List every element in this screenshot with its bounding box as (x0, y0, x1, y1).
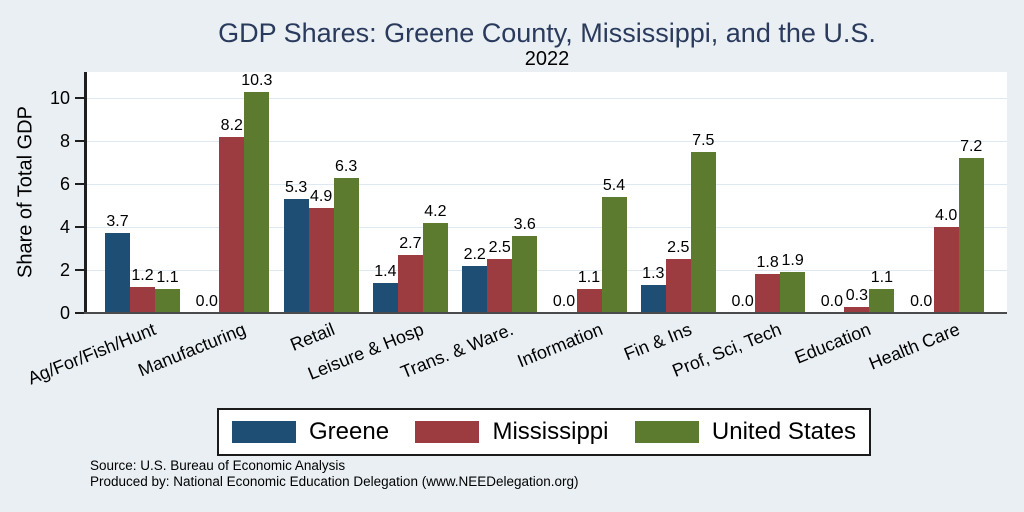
bar-mississippi (308, 208, 334, 313)
bar-value-label: 1.8 (756, 254, 779, 271)
y-tick (75, 312, 84, 314)
bar-value-label: 2.5 (488, 239, 511, 256)
gridline (87, 226, 1007, 228)
y-tick (75, 269, 84, 271)
gridline (87, 97, 1007, 99)
x-axis-label: Education (791, 319, 874, 368)
bar-greene (105, 233, 130, 313)
bar-value-label: 8.2 (220, 117, 243, 134)
bar-value-label: 1.1 (870, 269, 894, 286)
x-axis-label: Health Care (866, 319, 963, 374)
legend-label: United States (711, 418, 856, 445)
bar-value-label: 1.1 (577, 269, 601, 286)
x-axis-label: Leisure & Hosp (305, 319, 427, 384)
bar-mississippi (487, 259, 513, 313)
bar-united-states (333, 178, 359, 313)
bar-value-label: 1.9 (781, 252, 804, 269)
bar-value-label: 6.3 (334, 158, 358, 175)
legend-item: Mississippi (415, 419, 608, 445)
bar-value-label: 1.2 (131, 267, 154, 284)
bar-value-label: 4.2 (424, 203, 447, 220)
bar-united-states (869, 289, 895, 313)
bar-united-states (958, 158, 984, 313)
source-line: Source: U.S. Bureau of Economic Analysis (90, 458, 346, 473)
bar-mississippi (665, 259, 691, 313)
plot-area: 3.7 0.0 5.3 1.4 2.2 0.0 1.3 0.0 0.0 0.0 1.2 8.2 4.9 2… (87, 72, 1007, 313)
bar-united-states (244, 92, 270, 313)
bar-value-label: 1.1 (156, 269, 179, 286)
bar-mississippi (933, 227, 959, 313)
y-tick (75, 97, 84, 99)
bar-united-states (155, 289, 180, 313)
gridline (87, 183, 1007, 185)
gridline (87, 269, 1007, 271)
bar-value-label: 0.0 (195, 293, 218, 310)
bar-greene (283, 199, 309, 313)
gridline (87, 140, 1007, 142)
bar-value-label: 0.0 (552, 293, 576, 310)
x-axis-label: Manufacturing (135, 319, 249, 381)
bar-mississippi (397, 255, 423, 313)
bar-value-label: 2.2 (463, 246, 486, 263)
y-axis-line (84, 72, 87, 314)
x-axis-line (84, 311, 1007, 314)
bar-united-states (690, 152, 716, 313)
bar-united-states (422, 223, 448, 313)
legend-label: Mississippi (492, 418, 609, 445)
y-tick (75, 226, 84, 228)
bar-value-label: 0.3 (845, 287, 869, 304)
chart-subtitle: 2022 (524, 48, 570, 70)
bar-united-states (780, 272, 806, 313)
bar-value-label: 7.5 (692, 132, 715, 149)
y-tick (75, 183, 84, 185)
bar-mississippi (755, 274, 781, 313)
bar-mississippi (844, 307, 870, 313)
bar-greene (372, 283, 398, 313)
x-axis-label: Fin & Ins (621, 319, 695, 365)
bar-value-label: 0.0 (731, 293, 754, 310)
x-axis-label: Ag/For/Fish/Hunt (25, 319, 159, 389)
bar-united-states (601, 197, 627, 313)
bar-value-label: 5.3 (284, 179, 308, 196)
legend: Greene Mississippi United States (217, 408, 871, 456)
bar-value-label: 1.4 (374, 263, 397, 280)
bar-mississippi (130, 287, 155, 313)
bar-value-label: 0.0 (910, 293, 933, 310)
bar-value-label: 4.9 (309, 188, 333, 205)
x-axis-label: Trans. & Ware. (397, 319, 517, 383)
chart-title: GDP Shares: Greene County, Mississippi, … (218, 18, 876, 48)
y-axis-title: Share of Total GDP (14, 106, 37, 279)
bar-greene (462, 266, 488, 313)
bar-value-label: 5.4 (602, 177, 626, 194)
bar-value-label: 2.5 (667, 239, 690, 256)
bar-value-label: 3.6 (513, 216, 536, 233)
bar-mississippi (576, 289, 602, 313)
bar-greene (640, 285, 666, 313)
legend-swatch (415, 421, 480, 443)
produced-line: Produced by: National Economic Education… (90, 473, 579, 489)
x-axis-label: Retail (287, 319, 338, 355)
legend-swatch (232, 421, 296, 443)
bar-value-label: 1.3 (642, 265, 665, 282)
footer-notes: Source: U.S. Bureau of Economic Analysis… (90, 458, 579, 489)
y-tick (75, 140, 84, 142)
legend-item: Greene (232, 419, 389, 445)
bar-value-label: 4.0 (935, 207, 958, 224)
bar-value-label: 3.7 (106, 213, 129, 230)
x-axis-label: Prof, Sci, Tech (669, 319, 785, 381)
bar-mississippi (219, 137, 245, 313)
bar-value-label: 10.3 (241, 72, 273, 89)
legend-item: United States (634, 418, 856, 445)
bar-value-label: 7.2 (960, 138, 983, 155)
legend-swatch (634, 421, 699, 443)
bar-value-label: 0.0 (820, 293, 844, 310)
bar-value-label: 2.7 (399, 235, 422, 252)
x-axis-label: Information (514, 319, 606, 372)
bar-united-states (512, 236, 538, 313)
legend-label: Greene (309, 418, 390, 445)
